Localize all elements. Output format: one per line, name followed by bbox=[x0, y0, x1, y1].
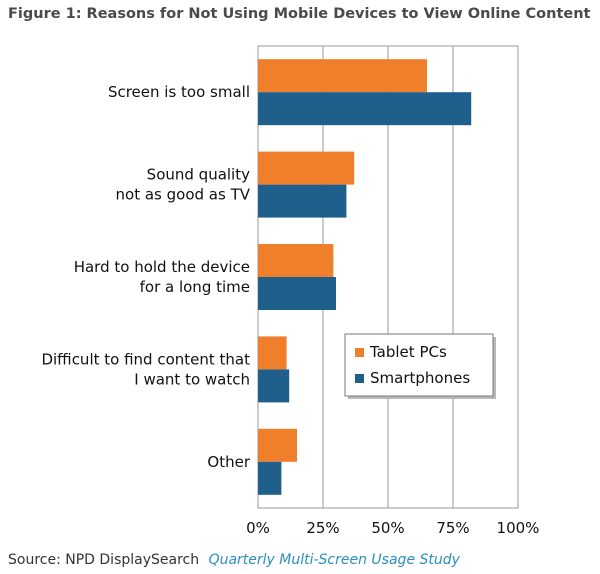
x-tick-label-75: 75% bbox=[436, 519, 469, 537]
legend-swatch-smartphones bbox=[355, 374, 364, 383]
category-label-2-line-1: for a long time bbox=[140, 278, 250, 296]
source-label: Source: NPD DisplaySearch bbox=[8, 552, 199, 568]
category-label-4: Other bbox=[207, 453, 250, 471]
bar-tablet-pcs-3 bbox=[258, 336, 287, 370]
category-label-2: Hard to hold the device for a long time bbox=[74, 258, 250, 296]
bar-smartphones-2 bbox=[258, 277, 336, 310]
category-label-0-line-0: Screen is too small bbox=[108, 83, 250, 101]
bar-tablet-pcs-2 bbox=[258, 244, 334, 277]
source-note: Source: NPD DisplaySearch Quarterly Mult… bbox=[8, 552, 461, 568]
source-study: Quarterly Multi-Screen Usage Study bbox=[209, 552, 461, 568]
legend: Tablet PCs Smartphones bbox=[344, 333, 496, 399]
x-tick-label-25: 25% bbox=[306, 519, 339, 537]
bar-tablet-pcs-1 bbox=[258, 151, 355, 185]
x-axis-tick-labels: 0% 25% 50% 75% 100% bbox=[246, 519, 539, 537]
bar-smartphones-4 bbox=[258, 461, 282, 495]
bar-smartphones-1 bbox=[258, 184, 347, 218]
category-label-1-line-0: Sound quality bbox=[147, 166, 250, 184]
bar-tablet-pcs-4 bbox=[258, 428, 297, 462]
legend-box bbox=[344, 333, 494, 397]
category-label-3-line-0: Difficult to find content that bbox=[41, 350, 250, 368]
bars-layer bbox=[258, 59, 472, 495]
category-label-0: Screen is too small bbox=[108, 83, 250, 101]
category-label-3: Difficult to find content that I want to … bbox=[41, 350, 250, 388]
chart-title: Figure 1: Reasons for Not Using Mobile D… bbox=[8, 6, 591, 22]
category-label-1: Sound quality not as good as TV bbox=[116, 166, 251, 204]
legend-label-tablet-pcs: Tablet PCs bbox=[369, 343, 447, 361]
bar-smartphones-0 bbox=[258, 92, 472, 126]
x-tick-label-50: 50% bbox=[371, 519, 404, 537]
category-label-3-line-1: I want to watch bbox=[134, 370, 250, 388]
legend-swatch-tablet-pcs bbox=[355, 348, 364, 357]
category-label-1-line-1: not as good as TV bbox=[116, 186, 251, 204]
legend-label-smartphones: Smartphones bbox=[370, 369, 470, 387]
category-label-2-line-0: Hard to hold the device bbox=[74, 258, 250, 276]
bar-tablet-pcs-0 bbox=[258, 59, 427, 93]
x-tick-label-100: 100% bbox=[497, 519, 540, 537]
category-label-4-line-0: Other bbox=[207, 453, 250, 471]
category-labels: Screen is too small Sound quality not as g… bbox=[41, 83, 250, 471]
bar-smartphones-3 bbox=[258, 369, 290, 403]
x-tick-label-0: 0% bbox=[246, 519, 270, 537]
